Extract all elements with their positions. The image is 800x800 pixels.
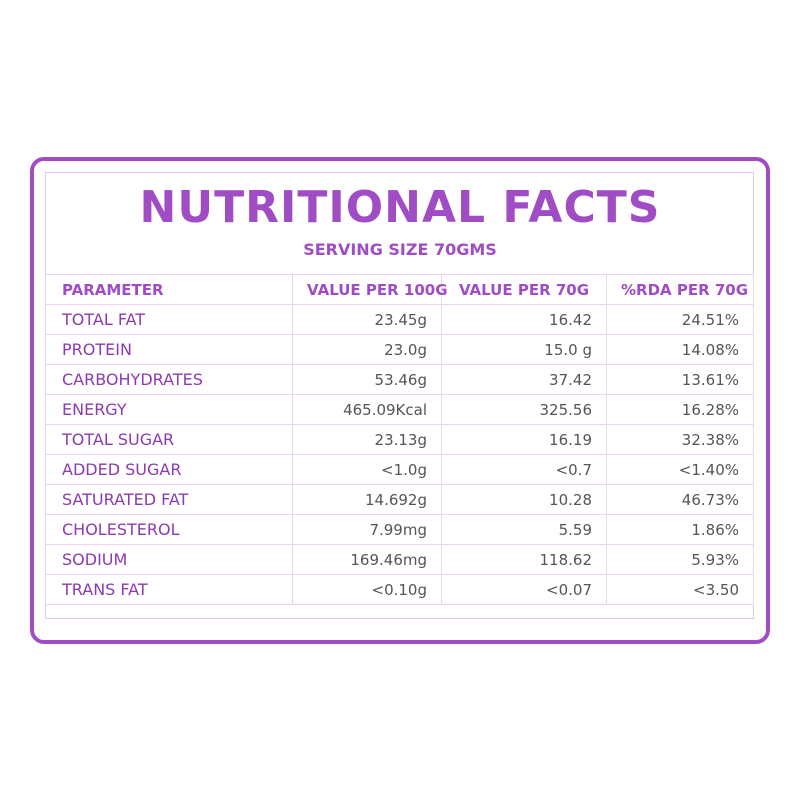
value-cell: 53.46g (292, 364, 442, 395)
value-cell: 1.86% (606, 514, 754, 545)
parameter-cell: TRANS FAT (45, 574, 293, 605)
subtitle: SERVING SIZE 70GMS (303, 240, 497, 259)
title: NUTRITIONAL FACTS (139, 182, 661, 233)
value-cell: <0.07 (441, 574, 607, 605)
value-cell: <0.7 (441, 454, 607, 485)
table-row: ENERGY 465.09Kcal 325.56 16.28% (45, 394, 754, 425)
value-cell: 5.59 (441, 514, 607, 545)
table-row: PROTEIN 23.0g 15.0 g 14.08% (45, 334, 754, 365)
value-cell: <0.10g (292, 574, 442, 605)
parameter-cell: ENERGY (45, 394, 293, 425)
value-cell: 23.13g (292, 424, 442, 455)
value-cell: 16.19 (441, 424, 607, 455)
table-body: TOTAL FAT 23.45g 16.42 24.51% PROTEIN 23.0g 15… (45, 304, 754, 605)
value-cell: <3.50 (606, 574, 754, 605)
value-cell: 7.99mg (292, 514, 442, 545)
table-row: CARBOHYDRATES 53.46g 37.42 13.61% (45, 364, 754, 395)
header-row: PARAMETER VALUE PER 100G VALUE PER 70G %RDA… (45, 274, 754, 305)
parameter-cell: SODIUM (45, 544, 293, 575)
table-row: ADDED SUGAR <1.0g <0.7 <1.40% (45, 454, 754, 485)
table-row: SATURATED FAT 14.692g 10.28 46.73% (45, 484, 754, 515)
value-cell: 13.61% (606, 364, 754, 395)
value-cell: 325.56 (441, 394, 607, 425)
table-row: CHOLESTEROL 7.99mg 5.59 1.86% (45, 514, 754, 545)
value-cell: <1.40% (606, 454, 754, 485)
parameter-cell: CARBOHYDRATES (45, 364, 293, 395)
nutrition-table: PARAMETER VALUE PER 100G VALUE PER 70G %RDA… (45, 274, 754, 605)
value-cell: 118.62 (441, 544, 607, 575)
value-cell: 10.28 (441, 484, 607, 515)
value-cell: 16.42 (441, 304, 607, 335)
value-cell: 23.45g (292, 304, 442, 335)
parameter-cell: ADDED SUGAR (45, 454, 293, 485)
table-row: SODIUM 169.46mg 118.62 5.93% (45, 544, 754, 575)
parameter-cell: CHOLESTEROL (45, 514, 293, 545)
card-border (30, 157, 770, 644)
value-cell: 14.692g (292, 484, 442, 515)
value-cell: <1.0g (292, 454, 442, 485)
column-header: VALUE PER 70G (441, 274, 607, 305)
value-cell: 5.93% (606, 544, 754, 575)
table-row: TOTAL SUGAR 23.13g 16.19 32.38% (45, 424, 754, 455)
value-cell: 15.0 g (441, 334, 607, 365)
value-cell: 37.42 (441, 364, 607, 395)
parameter-cell: TOTAL SUGAR (45, 424, 293, 455)
parameter-cell: PROTEIN (45, 334, 293, 365)
column-header: VALUE PER 100G (292, 274, 448, 305)
parameter-cell: TOTAL FAT (45, 304, 293, 335)
value-cell: 14.08% (606, 334, 754, 365)
value-cell: 16.28% (606, 394, 754, 425)
column-header: %RDA PER 70G (606, 274, 754, 305)
table-row: TRANS FAT <0.10g <0.07 <3.50 (45, 574, 754, 605)
value-cell: 23.0g (292, 334, 442, 365)
value-cell: 46.73% (606, 484, 754, 515)
table-row: TOTAL FAT 23.45g 16.42 24.51% (45, 304, 754, 335)
value-cell: 32.38% (606, 424, 754, 455)
value-cell: 465.09Kcal (292, 394, 442, 425)
parameter-cell: SATURATED FAT (45, 484, 293, 515)
value-cell: 169.46mg (292, 544, 442, 575)
column-header: PARAMETER (45, 274, 293, 305)
value-cell: 24.51% (606, 304, 754, 335)
